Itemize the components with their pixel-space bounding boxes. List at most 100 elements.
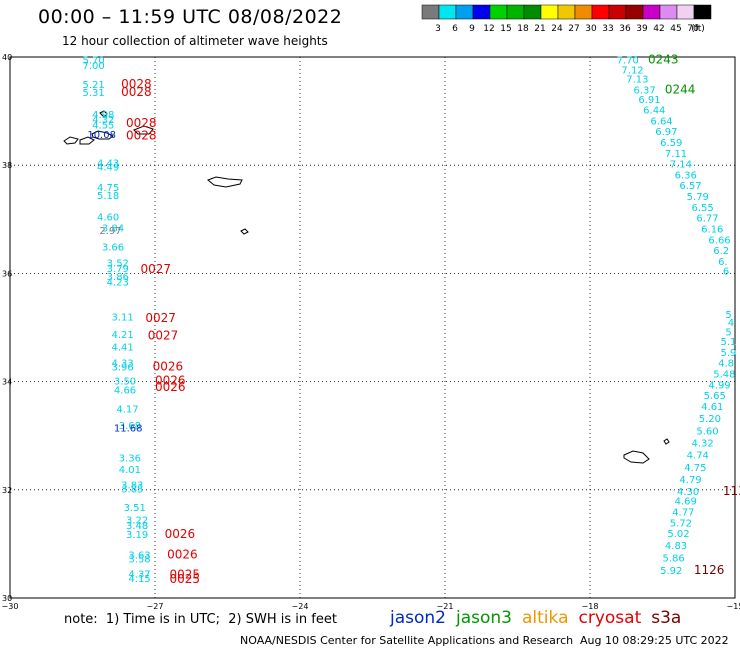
wave-height-label: 4.32	[92, 115, 114, 126]
wave-height-label: 3.48	[126, 521, 148, 532]
wave-height-label: 4.37	[128, 570, 150, 581]
time-label: 0028	[121, 85, 152, 99]
wave-height-label: 3.83	[121, 480, 143, 491]
scale-tick-label: 24	[551, 24, 563, 34]
wave-height-label: 5.9	[721, 348, 737, 359]
wave-height-label: 3.86	[107, 272, 129, 283]
time-label: 0026	[165, 527, 196, 541]
wave-height-label: 4.21	[112, 330, 134, 341]
wave-height-label: 5	[725, 310, 731, 321]
wave-height-label: 5.72	[670, 518, 692, 529]
wave-height-label: 3.96	[112, 362, 134, 373]
scale-tick-label: 18	[517, 24, 529, 34]
time-label: 0244	[665, 82, 696, 96]
wave-height-label: 5.18	[97, 191, 119, 202]
wave-height-label: 5.48	[713, 369, 735, 380]
wave-height-label: 4.69	[675, 497, 697, 508]
scale-unit-label: (ft)	[691, 24, 705, 34]
wave-height-label: 4.30	[677, 487, 699, 498]
time-label: 0028	[126, 116, 157, 130]
wave-height-label: 4.60	[97, 213, 119, 224]
island-outline	[207, 176, 243, 188]
scale-tick-label: 33	[602, 24, 613, 34]
wave-height-label: 6.36	[675, 170, 697, 181]
wave-height-label: 4.49	[97, 162, 119, 173]
time-label: 0028	[126, 128, 157, 142]
wave-height-label: 5.65	[704, 391, 726, 402]
lon-tick-label: −24	[292, 602, 309, 611]
island-outline	[663, 438, 670, 445]
scale-tick-label: 9	[469, 24, 475, 34]
wave-height-label: 4.75	[97, 183, 119, 194]
wave-height-label: 4.33	[112, 359, 134, 370]
footer-note: note: 1) Time is in UTC; 2) SWH is in fe…	[64, 612, 337, 627]
time-label: 0026	[155, 380, 186, 394]
wave-height-label: 10.08	[87, 130, 116, 141]
wave-height-label: 3.22	[126, 516, 148, 527]
wave-height-label: 4.43	[97, 158, 119, 169]
scale-tick-label: 6	[452, 24, 458, 34]
wave-height-label: 5.02	[667, 529, 689, 540]
wave-height-label: 4.17	[116, 405, 138, 416]
wave-height-label: 6.57	[679, 181, 701, 192]
wave-height-label: 6.64	[650, 116, 672, 127]
satellite-s3a: s3a	[651, 608, 682, 628]
map-frame	[9, 56, 736, 599]
scale-tick-label: 12	[483, 24, 494, 34]
scale-tick-label: 21	[534, 24, 545, 34]
wave-height-label: 4.74	[687, 451, 709, 462]
wave-height-label: 5.79	[687, 192, 709, 203]
time-label: 0027	[141, 262, 172, 276]
wave-height-label: 4.79	[679, 475, 701, 486]
island-outline	[91, 130, 114, 140]
wave-height-label: 6.66	[708, 235, 730, 246]
wave-height-label: 6.16	[701, 224, 723, 235]
island-outline	[240, 228, 249, 235]
wave-height-label: 5.31	[83, 88, 105, 99]
wave-height-label: 7.00	[83, 61, 105, 72]
scale-tick-label: 45	[670, 24, 681, 34]
wave-height-label: 7.70	[617, 56, 639, 67]
wave-height-label: 5.70	[83, 56, 105, 67]
time-label: 0027	[145, 311, 176, 325]
lat-tick-label: 36	[2, 269, 12, 278]
wave-height-label: 6.44	[643, 105, 665, 116]
time-label: 0025	[170, 572, 201, 586]
satellite-jason2: jason2	[390, 608, 446, 628]
wave-height-map: 40 38 36 34 32 30−30 −27 −24 −21 −18 −15 5.707.00 5.…	[2, 53, 740, 611]
scale-tick-label: 42	[653, 24, 664, 34]
wave-height-label: 3.66	[102, 242, 124, 253]
wave-height-label: 4.15	[128, 574, 150, 585]
time-label: 0028	[121, 77, 152, 91]
wave-height-label: 6.97	[655, 127, 677, 138]
wave-height-label: 4.32	[692, 439, 714, 450]
time-label: 0026	[153, 359, 184, 373]
time-label: 0026	[167, 548, 198, 562]
wave-height-label: 6.37	[634, 85, 656, 96]
wave-height-label: 4.01	[119, 465, 141, 476]
wave-height-label: 3.52	[107, 259, 129, 270]
lon-tick-label: −15	[727, 602, 740, 611]
wave-height-label: 2.97	[99, 226, 121, 237]
wave-height-label: 4.41	[112, 342, 134, 353]
wave-height-label: 5.1	[721, 337, 737, 348]
island-outline	[79, 136, 95, 145]
wave-height-label: 6.2	[713, 246, 729, 257]
wave-height-label: 4.55	[92, 121, 114, 132]
wave-height-label: 3.19	[126, 530, 148, 541]
island-outline	[99, 110, 108, 118]
wave-height-label: 3.11	[112, 313, 134, 324]
wave-height-label: 7.12	[621, 65, 643, 76]
wave-height-label: 3.68	[119, 421, 141, 432]
scale-tick-label: 30	[585, 24, 597, 34]
wave-height-label: 4.83	[665, 541, 687, 552]
wave-height-label: 5.20	[699, 414, 721, 425]
island-outline	[623, 450, 650, 464]
scale-swatch	[693, 4, 712, 20]
lat-tick-label: 40	[2, 53, 12, 62]
wave-height-label: 4.66	[114, 386, 136, 397]
scale-tick-label: 70	[687, 24, 699, 34]
lon-tick-label: −18	[582, 602, 599, 611]
lon-tick-label: −27	[147, 602, 164, 611]
scale-tick-label: 39	[636, 24, 648, 34]
